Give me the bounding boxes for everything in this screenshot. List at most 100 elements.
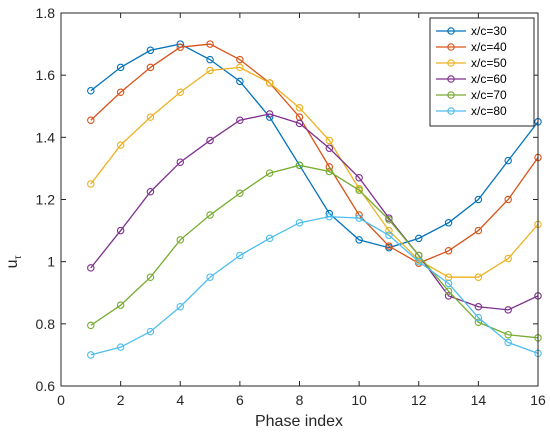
y-tick-label: 1.4 <box>36 129 56 145</box>
series-5-point <box>176 302 185 311</box>
x-tick-label: 16 <box>530 392 546 408</box>
series-0-point <box>474 195 483 204</box>
x-tick-label: 4 <box>176 392 184 408</box>
y-tick-label: 1.6 <box>36 67 56 83</box>
series-0-point <box>206 55 214 64</box>
series-3-point <box>325 144 334 152</box>
series-0-point <box>116 63 125 72</box>
series-5-point <box>116 343 125 351</box>
series-4-point <box>176 236 185 244</box>
y-axis-label: uτ <box>4 256 24 269</box>
legend-label-5: x/c=80 <box>471 104 507 118</box>
series-1-point <box>236 55 244 64</box>
legend-marker-1 <box>447 43 455 51</box>
series-5-point <box>474 313 483 322</box>
series-1-point <box>325 163 334 171</box>
legend-marker-2 <box>447 59 455 67</box>
series-5-point <box>504 338 512 347</box>
legend: x/c=30 x/c=40 x/c=50 x/c=60 x/c=70 x/c=80 <box>429 17 535 127</box>
legend-box <box>429 17 535 127</box>
series-4-point <box>87 321 95 330</box>
series-line-4 <box>90 164 539 339</box>
x-tick-label: 0 <box>57 392 65 408</box>
series-2-point <box>295 104 304 112</box>
series-3-point <box>474 302 483 311</box>
series-3-point <box>87 264 95 272</box>
series-2-point <box>385 226 393 235</box>
series-1-point <box>146 63 155 72</box>
series-3-point <box>504 306 512 314</box>
series-0-point <box>87 86 95 95</box>
series-2-point <box>236 63 244 72</box>
legend-marker-3 <box>447 75 455 83</box>
series-2-point <box>325 136 334 145</box>
series-4-point <box>355 186 363 194</box>
svg-text:uτ: uτ <box>4 256 24 269</box>
series-5-point <box>236 251 244 260</box>
y-axis-label-main: u <box>4 260 21 269</box>
series-3-point <box>206 136 214 145</box>
series-2-point <box>504 254 512 263</box>
series-0-point <box>355 236 363 244</box>
series-4-point <box>146 273 155 281</box>
y-tick-label: 1.8 <box>36 5 56 21</box>
series-5-point <box>206 273 214 281</box>
legend-label-1: x/c=40 <box>471 40 507 54</box>
series-5-point <box>414 257 423 266</box>
series-3-point <box>444 292 453 300</box>
x-tick-label: 10 <box>351 392 367 408</box>
series-0-point <box>146 46 155 55</box>
y-tick-label: 1.2 <box>36 192 56 208</box>
series-4-point <box>385 215 393 224</box>
series-4-point <box>206 211 214 219</box>
series-2-point <box>176 88 185 97</box>
x-tick-label: 2 <box>117 392 125 408</box>
series-2-point <box>206 66 214 75</box>
series-1-point <box>474 226 483 235</box>
series-2-point <box>87 180 95 188</box>
series-4-point <box>116 301 125 309</box>
series-5-point <box>355 214 363 222</box>
y-tick-label: 0.6 <box>36 378 56 394</box>
series-5-point <box>385 231 393 240</box>
series-2-point <box>116 141 125 149</box>
series-line-2 <box>90 66 539 278</box>
legend-label-2: x/c=50 <box>471 56 507 70</box>
legend-marker-4 <box>447 91 455 99</box>
legend-marker-5 <box>447 107 455 115</box>
x-axis-label: Phase index <box>255 413 343 430</box>
series-2-point <box>146 113 155 121</box>
series-4-point <box>474 318 483 327</box>
x-tick-label: 8 <box>296 392 304 408</box>
series-0-point <box>414 234 423 243</box>
series-3-point <box>146 187 155 196</box>
series-1-point <box>206 40 214 48</box>
legend-label-3: x/c=60 <box>471 72 507 86</box>
legend-label-0: x/c=30 <box>471 24 507 38</box>
series-3-point <box>236 116 244 124</box>
series-2-point <box>265 79 274 87</box>
series-3-point <box>176 158 185 166</box>
series-5-point <box>87 351 95 359</box>
series-1-point <box>87 116 95 124</box>
series-4-point <box>295 161 304 170</box>
series-4-point <box>325 167 334 176</box>
series-4-point <box>236 189 244 198</box>
x-tick-label: 14 <box>471 392 487 408</box>
series-1-point <box>116 88 125 97</box>
series-0-point <box>236 77 244 86</box>
series-0-point <box>444 219 453 227</box>
axes-layer: 0 2 4 6 8 10 12 14 16 0.6 0.8 1 1.2 1.4 1.6 1.8 <box>36 5 546 408</box>
series-1-point <box>504 195 512 204</box>
series-4-point <box>444 287 453 295</box>
series-1-point <box>385 242 393 250</box>
series-line-5 <box>90 215 539 356</box>
series-4-point <box>265 169 274 177</box>
legend-label-4: x/c=70 <box>471 88 507 102</box>
y-axis-label-subscript: τ <box>13 256 24 260</box>
series-1-point <box>444 247 453 255</box>
y-tick-label: 0.8 <box>36 316 56 332</box>
series-line-0 <box>90 43 539 249</box>
